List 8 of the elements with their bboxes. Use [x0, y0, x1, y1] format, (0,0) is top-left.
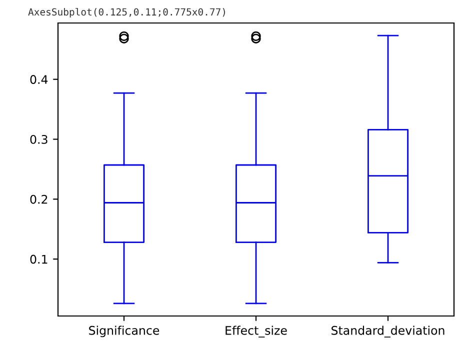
y-tick-label: 0.1	[30, 254, 48, 264]
text: AxesSubplot(0.125,0.11;0.775x0.77)	[28, 8, 225, 18]
y-tick-label: 0.3	[30, 134, 48, 144]
y-tick-label: 0.4	[30, 75, 48, 84]
y-tick-label: 0.2	[30, 194, 48, 204]
x-tick-label: Standard_deviation	[332, 326, 444, 338]
x-tick-label: Effect_size	[226, 326, 287, 338]
x-tick-label: Significance	[89, 326, 160, 338]
